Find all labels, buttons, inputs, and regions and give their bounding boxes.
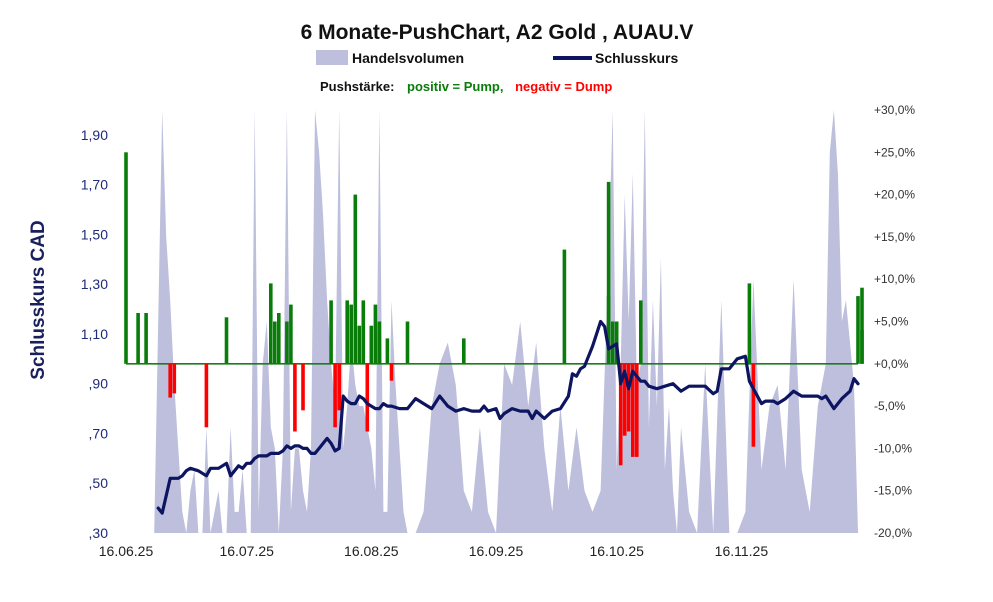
push-bar	[204, 363, 209, 428]
close-line	[156, 319, 860, 515]
close-line-layer	[156, 319, 860, 515]
x-tick-label: 16.07.25	[219, 543, 274, 559]
push-bar	[385, 338, 390, 364]
push-bar	[172, 363, 177, 394]
push-bar	[373, 304, 378, 364]
push-bar	[389, 363, 394, 381]
push-bar	[635, 363, 639, 457]
push-bar	[136, 313, 140, 364]
push-bar	[353, 194, 358, 364]
push-bar	[626, 363, 631, 432]
push-bar	[751, 363, 756, 447]
push-bar	[273, 321, 277, 364]
right-tick-label: +30,0%	[874, 103, 915, 117]
push-bar	[329, 300, 333, 364]
x-tick-label: 16.06.25	[99, 543, 154, 559]
x-tick-label: 16.11.25	[715, 543, 769, 559]
push-bar	[269, 283, 273, 364]
left-tick-label: 1,50	[81, 226, 108, 242]
push-bar	[144, 313, 148, 364]
volume-area-layer	[146, 110, 859, 533]
push-bar	[618, 363, 623, 466]
push-bar	[124, 152, 128, 364]
left-tick-label: 1,30	[81, 276, 108, 292]
right-tick-label: +15,0%	[874, 230, 915, 244]
right-tick-label: +20,0%	[874, 188, 915, 202]
right-tick-label: -20,0%	[874, 526, 912, 540]
right-tick-label: -5,0%	[874, 399, 906, 413]
push-bar	[168, 363, 172, 398]
push-bar	[285, 321, 289, 364]
legend-volume-label: Handelsvolumen	[352, 50, 464, 66]
push-bar	[606, 181, 611, 364]
right-axis-ticks: -20,0% -15,0% -10,0% -5,0% +0,0% +5,0% +10,0% +…	[874, 103, 915, 540]
push-note-negative: negativ = Dump	[515, 79, 612, 94]
left-tick-label: ,30	[89, 525, 109, 541]
right-tick-label: +5,0%	[874, 315, 909, 329]
push-bar	[337, 363, 341, 411]
push-bar	[622, 363, 627, 436]
right-tick-label: +0,0%	[874, 357, 909, 371]
push-bar	[293, 363, 297, 432]
left-tick-label: 1,10	[81, 326, 108, 342]
volume-area	[146, 110, 859, 533]
push-bar	[860, 287, 864, 364]
push-note: Pushstärke: positiv = Pump, negativ = Du…	[320, 79, 612, 94]
push-bar	[462, 338, 466, 364]
push-bar	[361, 300, 366, 364]
right-tick-label: +10,0%	[874, 272, 915, 286]
push-bar	[345, 300, 349, 364]
left-tick-label: ,50	[89, 475, 109, 491]
push-bar	[631, 363, 635, 457]
push-note-prefix: Pushstärke:	[320, 79, 394, 94]
x-axis-ticks: 16.06.25 16.07.25 16.08.25 16.09.25 16.10.25…	[99, 543, 769, 559]
push-bar	[610, 321, 615, 364]
push-bar	[377, 321, 382, 364]
x-tick-label: 16.10.25	[589, 543, 644, 559]
x-tick-label: 16.09.25	[469, 543, 524, 559]
legend-volume-swatch	[316, 50, 348, 65]
push-bar	[747, 283, 752, 364]
push-bar	[277, 313, 281, 364]
left-tick-label: ,70	[89, 426, 109, 442]
left-axis-ticks: ,30 ,50 ,70 ,90 1,10 1,30 1,50 1,70 1,90	[81, 127, 108, 541]
legend-close-label: Schlusskurs	[595, 50, 678, 66]
push-bar	[562, 249, 567, 364]
push-note-positive: positiv = Pump,	[407, 79, 503, 94]
left-tick-label: 1,70	[81, 177, 108, 193]
push-bar	[289, 304, 293, 364]
push-bar	[405, 321, 410, 364]
push-bar	[856, 296, 860, 364]
push-bar	[349, 304, 353, 364]
right-tick-label: -10,0%	[874, 441, 912, 455]
x-tick-label: 16.08.25	[344, 543, 399, 559]
push-bar	[365, 363, 370, 432]
left-tick-label: ,90	[89, 376, 109, 392]
left-tick-label: 1,90	[81, 127, 108, 143]
push-bar	[333, 363, 337, 428]
chart-title: 6 Monate-PushChart, A2 Gold , AUAU.V	[301, 21, 694, 44]
push-bar	[369, 325, 374, 364]
right-tick-label: +25,0%	[874, 145, 915, 159]
push-bar	[224, 317, 229, 364]
push-bar	[860, 330, 864, 364]
y-axis-title: Schlusskurs CAD	[28, 220, 49, 379]
push-bar	[357, 325, 362, 364]
push-bar	[301, 363, 305, 411]
push-bar	[639, 300, 643, 364]
right-tick-label: -15,0%	[874, 484, 912, 498]
